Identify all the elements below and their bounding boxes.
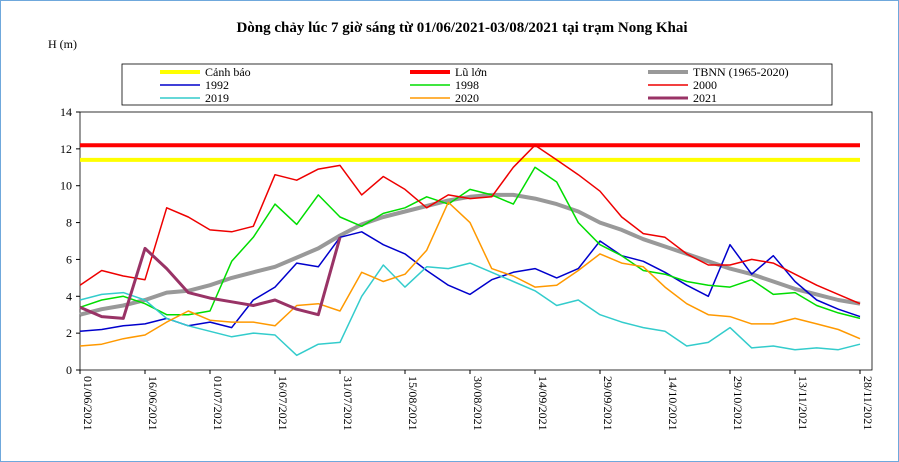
x-tick-label: 29/10/2021 [731,376,745,431]
series-line [79,192,861,317]
x-tick-label: 31/07/2021 [341,376,355,431]
x-tick-label: 01/07/2021 [211,376,225,431]
series-line [79,166,861,320]
y-tick-label: 0 [66,363,72,377]
series-line [79,236,342,320]
y-tick-label: 14 [60,105,72,119]
y-axis-label: H (m) [48,37,77,51]
x-tick-label: 13/11/2021 [796,376,810,430]
legend-label: 2021 [693,91,717,105]
x-tick-label: 14/09/2021 [536,376,550,431]
x-tick-label: 28/11/2021 [861,376,875,430]
y-tick-label: 8 [66,216,72,230]
x-tick-label: 30/08/2021 [471,376,485,431]
x-tick-label: 29/09/2021 [601,376,615,431]
legend-label: 1998 [455,78,479,92]
series-line [79,262,861,357]
x-tick-label: 16/07/2021 [276,376,290,431]
y-tick-label: 6 [66,252,72,266]
series-line [79,231,861,333]
y-tick-label: 2 [66,326,72,340]
y-tick-label: 4 [66,289,72,303]
legend-label: 2020 [455,91,479,105]
plot-border [79,111,873,371]
x-tick-label: 16/06/2021 [146,376,160,431]
legend-label: TBNN (1965-2020) [693,65,789,79]
legend-label: 1992 [205,78,229,92]
series-line [79,201,861,347]
x-tick-label: 14/10/2021 [666,376,680,431]
series-line [79,144,861,305]
y-tick-label: 10 [60,179,72,193]
legend-label: Lũ lớn [455,65,487,79]
y-tick-label: 12 [60,142,72,156]
chart-title: Dòng chảy lúc 7 giờ sáng từ 01/06/2021-0… [236,20,687,36]
legend-label: 2019 [205,91,229,105]
legend-label: 2000 [693,78,717,92]
x-tick-label: 01/06/2021 [81,376,95,431]
legend [121,63,833,106]
legend-label: Cảnh báo [205,65,251,79]
x-tick-label: 15/08/2021 [406,376,420,431]
